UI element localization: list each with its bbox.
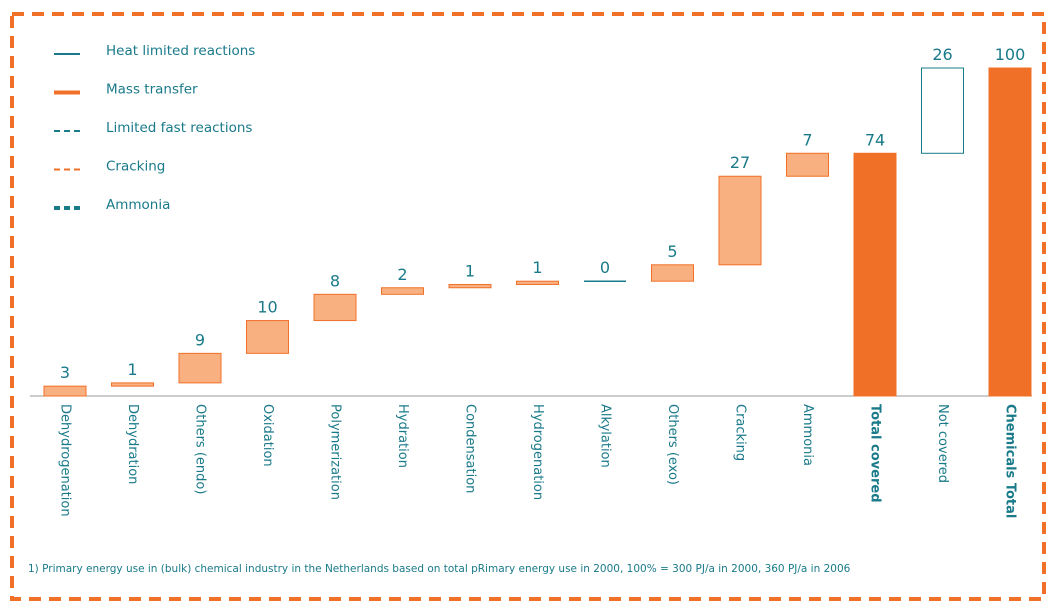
bar	[988, 67, 1032, 397]
x-tick-label: Hydration	[395, 404, 410, 468]
x-tick-label: Cracking	[733, 404, 748, 461]
bar	[853, 152, 897, 397]
value-label: 74	[865, 130, 885, 149]
bar	[718, 175, 762, 266]
value-label: 3	[60, 363, 70, 382]
value-label: 26	[932, 45, 952, 64]
value-label: 7	[802, 130, 812, 149]
value-label: 27	[730, 153, 750, 172]
value-label: 1	[532, 258, 542, 277]
x-tick-label: Others (exo)	[665, 404, 680, 485]
value-label: 100	[995, 45, 1026, 64]
x-tick-label: Not covered	[935, 404, 950, 483]
footnote: 1) Primary energy use in (bulk) chemical…	[28, 563, 851, 575]
x-tick-label: Chemicals Total	[1003, 404, 1018, 518]
bar	[43, 385, 87, 397]
frame	[10, 12, 1046, 601]
value-label: 0	[600, 258, 610, 277]
value-label: 9	[195, 330, 205, 349]
bar	[651, 264, 694, 282]
legend-label: Ammonia	[106, 197, 170, 213]
x-tick-label: Dehydrogenation	[58, 404, 73, 517]
x-tick-label: Dehydration	[125, 404, 140, 484]
bar	[246, 320, 289, 354]
bar	[786, 152, 829, 177]
legend-label: Mass transfer	[106, 82, 198, 98]
bar	[448, 283, 492, 289]
legend-label: Limited fast reactions	[106, 120, 252, 136]
value-label: 1	[465, 261, 475, 280]
legend-label: Cracking	[106, 159, 165, 175]
value-label: 10	[257, 298, 277, 317]
bar	[381, 287, 424, 295]
x-tick-label: Polymerization	[328, 404, 343, 500]
bar	[111, 382, 154, 387]
bar	[313, 293, 357, 322]
value-label: 2	[397, 265, 407, 284]
bar	[516, 280, 559, 285]
legend-label: Heat limited reactions	[106, 43, 255, 59]
x-tick-label: Oxidation	[260, 404, 275, 467]
value-label: 5	[667, 242, 677, 261]
value-label: 1	[127, 360, 137, 379]
x-tick-label: Total covered	[868, 404, 883, 503]
x-tick-label: Ammonia	[800, 404, 815, 466]
value-label: 8	[330, 271, 340, 290]
x-tick-label: Hydrogenation	[530, 404, 545, 500]
x-tick-label: Alkylation	[598, 404, 613, 468]
bar	[178, 352, 222, 384]
x-tick-label: Others (endo)	[193, 404, 208, 494]
bar	[921, 67, 964, 154]
x-tick-label: Condensation	[463, 404, 478, 493]
